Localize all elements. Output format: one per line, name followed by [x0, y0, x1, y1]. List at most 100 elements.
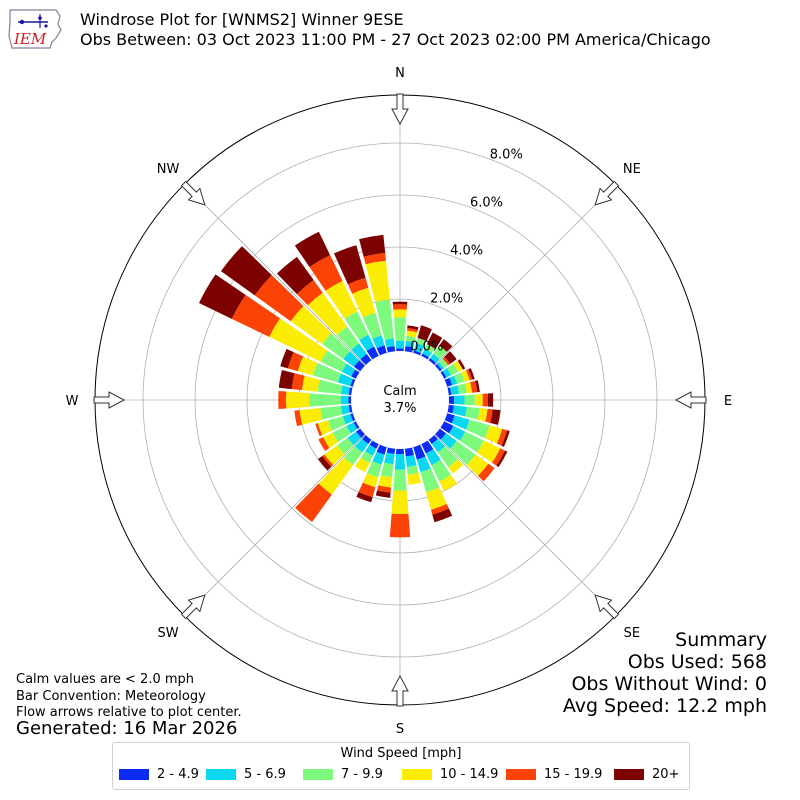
- bar-dir190-bin4: [377, 485, 392, 493]
- bar-dir320-bin1: [351, 343, 367, 360]
- bar-dir150-bin0: [421, 440, 434, 454]
- bar-dir280-bin5: [278, 370, 295, 390]
- bar-dir50-bin0: [435, 363, 442, 372]
- bar-dir260-bin4: [294, 410, 303, 427]
- bar-dir230-bin0: [356, 428, 365, 438]
- bar-dir230-bin5: [318, 455, 332, 471]
- bar-dir350-bin0: [386, 346, 396, 353]
- radial-tick-label-0: 0.0%: [410, 340, 443, 355]
- bar-dir20-bin0: [413, 350, 422, 356]
- bar-dir20-bin5: [417, 325, 432, 342]
- summary-obs-used: Obs Used: 568: [627, 651, 767, 673]
- direction-arrows: [93, 93, 707, 707]
- bar-dir190-bin5: [375, 490, 391, 498]
- bar-dir340-bin2: [362, 312, 382, 339]
- bar-dir10-bin0: [404, 346, 414, 353]
- legend-title: Wind Speed [mph]: [340, 746, 462, 761]
- bar-dir350-bin4: [363, 252, 386, 265]
- bar-dir190-bin0: [386, 447, 396, 454]
- bar-dir100-bin1: [452, 405, 467, 417]
- grid-spoke-225: [184, 399, 401, 616]
- bar-dir280-bin0: [348, 387, 353, 396]
- bar-dir90-bin5: [487, 393, 494, 407]
- bar-dir80-bin0: [447, 387, 452, 396]
- bar-dir150-bin3: [439, 474, 457, 491]
- bar-dir170-bin2: [406, 465, 419, 475]
- bar-dir70-bin5: [468, 368, 475, 380]
- bar-dir30-bin5: [426, 332, 443, 349]
- bar-dir50-bin4: [442, 356, 451, 366]
- bar-dir20-bin2: [416, 337, 427, 346]
- bar-dir40-bin0: [428, 358, 437, 365]
- radial-tick-label-3: 6.0%: [470, 196, 503, 211]
- speed-legend: Wind Speed [mph] 2 - 4.9 5 - 6.9 7 - 9.9 10…: [112, 742, 690, 790]
- direction-labels: N NE E SE S SW W NW: [66, 66, 733, 737]
- bar-dir310-bin3: [290, 305, 332, 345]
- bar-dir160-bin5: [432, 508, 453, 523]
- flow-arrow-N: [391, 93, 409, 126]
- bar-dir50-bin5: [444, 351, 457, 364]
- bar-dir340-bin4: [347, 277, 369, 294]
- bar-dir140-bin2: [437, 446, 458, 468]
- bar-dir120-bin3: [477, 440, 501, 463]
- bar-dir110-bin0: [444, 413, 455, 424]
- bar-dir60-bin3: [453, 360, 463, 372]
- bar-dir200-bin5: [356, 492, 373, 503]
- bar-dir150-bin2: [431, 459, 451, 482]
- bar-dir290-bin0: [350, 378, 356, 387]
- iem-logo: IEM: [6, 6, 66, 54]
- bar-dir270-bin1: [340, 395, 349, 405]
- flow-arrow-S: [391, 674, 409, 707]
- bar-dir210-bin1: [365, 444, 377, 456]
- direction-label-NW: NW: [157, 162, 180, 177]
- bar-dir270-bin2: [309, 393, 341, 407]
- bar-dir80-bin2: [457, 383, 467, 395]
- bar-dir0-bin2: [393, 317, 407, 341]
- bar-dir200-bin0: [376, 444, 387, 455]
- calm-note: Calm values are < 2.0 mph: [16, 672, 195, 687]
- flow-arrow-W: [93, 391, 126, 409]
- bar-dir220-bin2: [344, 446, 363, 466]
- bar-dir310-bin2: [322, 333, 350, 360]
- bar-dir250-bin3: [317, 420, 332, 436]
- bar-dir290-bin5: [280, 348, 294, 369]
- bar-dir80-bin1: [450, 385, 460, 395]
- bar-dir340-bin1: [372, 335, 385, 349]
- bar-dir230-bin1: [347, 431, 362, 446]
- legend-label: 7 - 9.9: [341, 767, 383, 782]
- bar-dir300-bin2: [320, 350, 347, 372]
- bar-dir100-bin3: [477, 408, 488, 422]
- legend-label: 2 - 4.9: [157, 767, 199, 782]
- bar-dir210-bin2: [360, 451, 374, 463]
- grid-spoke-135: [399, 399, 616, 616]
- bar-dir220-bin1: [354, 438, 369, 453]
- legend-swatch: [402, 769, 432, 780]
- bar-dir140-bin0: [428, 435, 438, 444]
- bar-dir310-bin5: [220, 246, 272, 296]
- bar-dir210-bin3: [354, 457, 370, 473]
- bar-dir110-bin2: [466, 419, 490, 439]
- bar-dir280-bin1: [340, 385, 350, 395]
- bar-dir350-bin5: [359, 234, 386, 257]
- bar-dir290-bin4: [287, 352, 304, 372]
- bar-dir130-bin2: [450, 440, 476, 466]
- legend-swatch: [206, 769, 236, 780]
- bar-dir120-bin4: [492, 448, 506, 466]
- bar-dir350-bin1: [384, 338, 395, 348]
- bar-dir270-bin0: [348, 396, 352, 404]
- bar-dir0-bin1: [395, 340, 405, 349]
- bar-dir200-bin2: [367, 461, 382, 478]
- bar-dir280-bin2: [317, 379, 343, 395]
- bar-dir250-bin1: [342, 414, 353, 425]
- summary-obs-without-wind: Obs Without Wind: 0: [571, 673, 767, 695]
- bar-dir340-bin3: [352, 287, 376, 318]
- bar-dir330-bin3: [325, 280, 358, 319]
- direction-label-E: E: [724, 394, 732, 409]
- direction-label-N: N: [395, 66, 405, 81]
- bar-dir170-bin3: [407, 472, 422, 485]
- bar-dir180-bin2: [393, 469, 407, 491]
- bar-dir230-bin4: [322, 454, 334, 467]
- bar-dir190-bin3: [378, 475, 393, 488]
- grid-spoke-45: [399, 184, 616, 401]
- bar-dir290-bin1: [337, 373, 353, 386]
